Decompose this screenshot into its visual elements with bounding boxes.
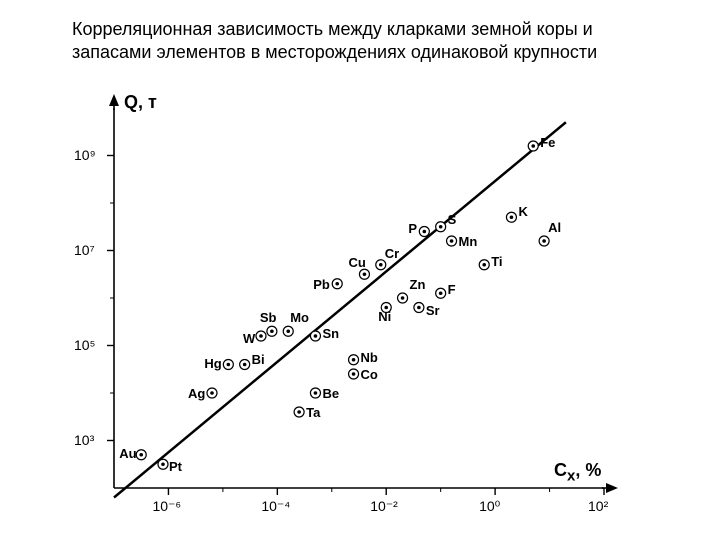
element-label: Ti [491,254,502,269]
element-label: Hg [204,356,221,371]
x-tick-label: 10² [588,498,608,514]
element-label: F [448,282,456,297]
element-label: Sn [322,326,339,341]
element-label: Bi [252,352,265,367]
y-tick-label: 10⁵ [74,337,95,353]
element-label: Mn [459,234,478,249]
y-axis-label: Q, т [124,92,157,113]
element-label: Ni [378,309,391,324]
x-tick-label: 10⁻⁶ [152,498,181,515]
x-axis-label: Cx, % [554,460,601,485]
x-tick-label: 10⁻² [370,498,398,515]
element-label: W [243,331,255,346]
element-label: K [518,204,527,219]
x-tick-label: 10⁻⁴ [261,498,290,515]
element-label: Cu [348,255,365,270]
element-label: Co [361,367,378,382]
element-label: Nb [361,350,378,365]
element-label: P [408,221,417,236]
element-label: Be [322,386,339,401]
y-tick-label: 10⁷ [74,242,95,258]
y-tick-label: 10³ [74,432,94,448]
element-label: Ta [306,405,320,420]
element-label: Au [119,446,136,461]
element-label: Zn [410,277,426,292]
element-label: Pb [313,277,330,292]
element-label: Al [548,220,561,235]
element-label: Sr [426,303,440,318]
element-label: Mo [290,310,309,325]
element-label: Fe [540,135,555,150]
element-label: Ag [188,386,205,401]
x-tick-label: 10⁰ [479,498,500,515]
element-label: S [448,212,457,227]
element-label: Cr [385,246,399,261]
y-tick-label: 10⁹ [74,147,96,163]
element-label: Pt [169,459,182,474]
element-label: Sb [260,310,277,325]
